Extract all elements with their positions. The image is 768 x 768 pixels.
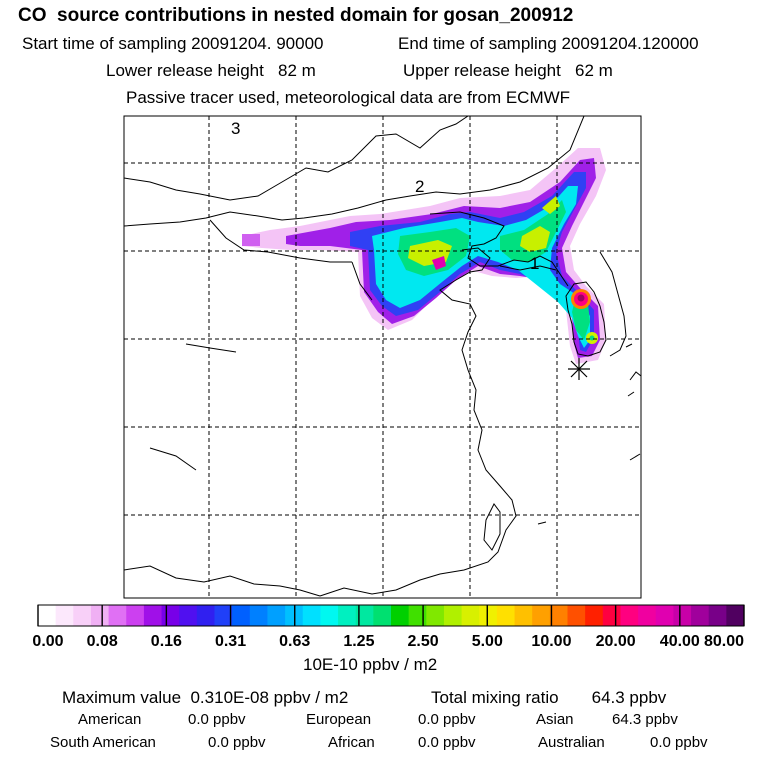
colorbar-swatch xyxy=(620,605,639,626)
receptor-star-icon xyxy=(568,358,590,380)
colorbar-swatch xyxy=(496,605,516,626)
start-sampling-label: Start time of sampling 20091204. 90000 xyxy=(22,34,324,53)
map-frame xyxy=(123,115,642,599)
colorbar-swatch xyxy=(408,605,427,626)
lower-release-label: Lower release height 82 m xyxy=(106,61,316,80)
hotspot-core xyxy=(577,294,585,302)
colorbar-tick-label: 0.31 xyxy=(214,633,247,650)
colorbar-swatch xyxy=(161,605,180,626)
colorbar-swatch xyxy=(479,605,498,626)
plot-title: CO source contributions in nested domain… xyxy=(18,5,574,26)
plume-west-blob xyxy=(242,234,260,246)
colorbar-swatch xyxy=(443,605,463,626)
colorbar-tick-label: 10.00 xyxy=(531,633,572,650)
colorbar-swatch xyxy=(232,605,251,626)
coastlines xyxy=(124,116,641,598)
colorbar-tick-label: 40.00 xyxy=(659,633,700,650)
colorbar-swatch xyxy=(214,605,233,626)
colorbar-tick-label: 20.00 xyxy=(595,633,636,650)
colorbar-swatch xyxy=(373,605,392,626)
region-label-1: 1 xyxy=(530,254,539,273)
colorbar-swatch xyxy=(655,605,674,626)
colorbar-tick-label: 0.08 xyxy=(86,633,118,650)
colorbar-swatch xyxy=(302,605,321,626)
colorbar-swatch xyxy=(426,605,445,626)
colorbar-tick-label: 0.16 xyxy=(150,633,182,650)
colorbar-tick-label: 0.00 xyxy=(32,633,64,650)
colorbar-swatch xyxy=(391,605,410,626)
colorbar-swatch xyxy=(602,605,621,626)
south-american-label: South American xyxy=(50,734,156,751)
max-value-label: Maximum value 0.310E-08 ppbv / m2 xyxy=(62,688,349,707)
colorbar-swatch xyxy=(585,605,604,626)
colorbar-swatch xyxy=(549,605,568,626)
colorbar-swatch xyxy=(55,605,74,626)
colorbar-swatch xyxy=(514,605,533,626)
colorbar-units-label: 10E-10 ppbv / m2 xyxy=(303,655,438,674)
region-label-3: 3 xyxy=(231,119,240,138)
colorbar-swatch xyxy=(249,605,268,626)
colorbar xyxy=(38,605,745,626)
region-label-2: 2 xyxy=(415,177,424,196)
colorbar-swatch xyxy=(143,605,163,626)
plume-yellowgreen xyxy=(408,196,560,266)
colorbar-swatch xyxy=(567,605,586,626)
american-value: 0.0 ppbv xyxy=(188,711,246,728)
colorbar-tick-label: 1.25 xyxy=(343,633,375,650)
plume-magenta-spot xyxy=(432,256,446,270)
concentration-plume xyxy=(242,148,606,364)
colorbar-tick-label: 80.00 xyxy=(703,633,745,650)
colorbar-swatch xyxy=(532,605,551,626)
hotspot-south-core xyxy=(589,335,595,341)
colorbar-tick-label: 2.50 xyxy=(407,633,439,650)
european-label: European xyxy=(306,711,372,728)
colorbar-swatch xyxy=(126,605,145,626)
colorbar-tick-marks xyxy=(37,605,745,626)
american-label: American xyxy=(78,711,142,728)
colorbar-swatch xyxy=(90,605,110,626)
colorbar-swatch xyxy=(708,605,727,626)
colorbar-swatch xyxy=(38,605,57,626)
end-sampling-label: End time of sampling 20091204.120000 xyxy=(398,34,699,53)
australian-label: Australian xyxy=(538,734,605,751)
colorbar-swatch xyxy=(196,605,215,626)
australian-value: 0.0 ppbv xyxy=(650,734,708,751)
colorbar-tick-label: 5.00 xyxy=(471,633,503,650)
south-american-value: 0.0 ppbv xyxy=(208,734,266,751)
colorbar-swatch xyxy=(179,605,198,626)
colorbar-swatch xyxy=(338,605,357,626)
european-value: 0.0 ppbv xyxy=(418,711,476,728)
colorbar-swatch xyxy=(355,605,374,626)
colorbar-swatch xyxy=(108,605,127,626)
tracer-note: Passive tracer used, meteorological data… xyxy=(126,88,571,107)
colorbar-swatch xyxy=(691,605,710,626)
colorbar-swatch xyxy=(461,605,480,626)
map-gridlines xyxy=(124,116,641,598)
upper-release-label: Upper release height 62 m xyxy=(403,61,613,80)
african-label: African xyxy=(328,734,375,751)
african-value: 0.0 ppbv xyxy=(418,734,476,751)
total-mixing-label: Total mixing ratio 64.3 ppbv xyxy=(431,688,667,707)
colorbar-swatch xyxy=(267,605,286,626)
colorbar-swatch xyxy=(320,605,339,626)
colorbar-swatch xyxy=(673,605,692,626)
asian-label: Asian xyxy=(536,711,574,728)
colorbar-swatch xyxy=(638,605,657,626)
colorbar-swatch xyxy=(726,605,745,626)
colorbar-tick-label: 0.63 xyxy=(279,633,311,650)
colorbar-swatch xyxy=(73,605,92,626)
asian-value: 64.3 ppbv xyxy=(612,711,678,728)
